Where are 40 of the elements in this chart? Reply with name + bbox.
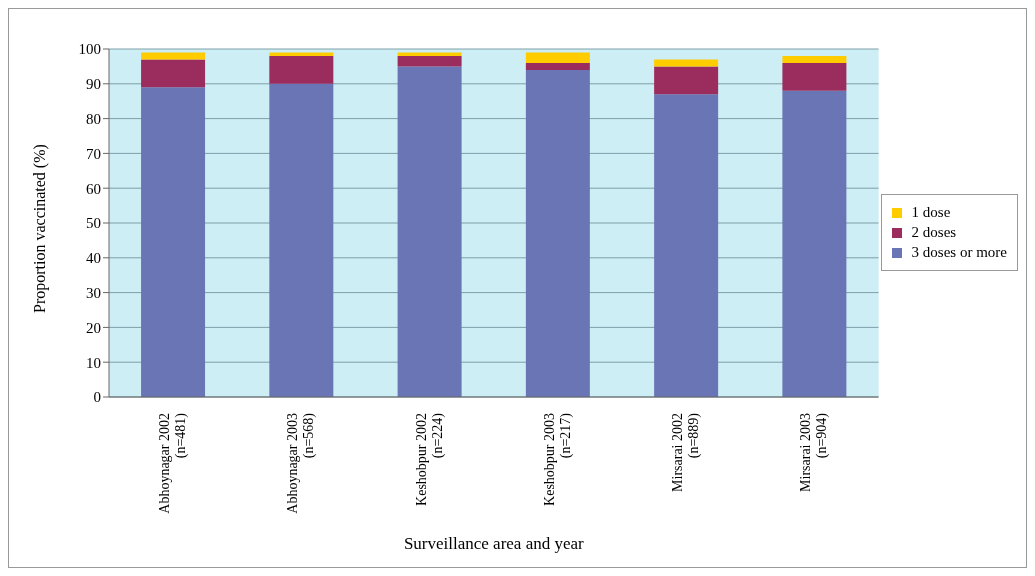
- x-axis-title: Surveillance area and year: [403, 534, 585, 553]
- x-tick-label: Abhoynagar 2003 (n=568): [285, 412, 318, 514]
- bar: [269, 83, 334, 397]
- bar: [525, 69, 590, 397]
- y-tick-label: 80: [86, 110, 101, 127]
- bar: [141, 59, 206, 88]
- legend-label: 2 doses: [911, 224, 957, 241]
- y-tick-label: 10: [86, 354, 101, 371]
- y-tick-label: 100: [78, 41, 101, 58]
- legend-label: 3 doses or more: [911, 244, 1007, 261]
- x-tick-label: Mirsarai 2003 (n=904): [798, 412, 831, 492]
- bar: [269, 52, 334, 56]
- bar: [269, 55, 334, 84]
- y-tick-label: 40: [86, 250, 101, 267]
- y-tick-label: 0: [93, 389, 101, 406]
- bar: [525, 52, 590, 63]
- bar: [654, 94, 719, 397]
- bar: [141, 52, 206, 60]
- y-tick-label: 30: [86, 284, 101, 301]
- bar: [525, 62, 590, 70]
- x-tick-label: Mirsarai 2002 (n=889): [670, 412, 703, 492]
- y-tick-label: 60: [86, 180, 101, 197]
- x-tick-label: Abhoynagar 2002 (n=481): [157, 412, 190, 514]
- bar: [782, 55, 847, 63]
- legend-label: 1 dose: [911, 204, 951, 221]
- bar: [397, 66, 462, 397]
- bar: [141, 87, 206, 397]
- bar: [397, 52, 462, 56]
- y-tick-label: 70: [86, 145, 101, 162]
- y-tick-label: 50: [86, 215, 101, 232]
- y-axis-title: Proportion vaccinated (%): [30, 144, 49, 313]
- bar: [397, 55, 462, 67]
- bar: [654, 59, 719, 67]
- bar: [782, 62, 847, 91]
- bar: [654, 66, 719, 95]
- bar: [782, 90, 847, 397]
- x-tick-label: Keshobpur 2002 (n=224): [413, 412, 446, 506]
- x-tick-label: Keshobpur 2003 (n=217): [541, 412, 574, 506]
- y-tick-label: 90: [86, 76, 101, 93]
- y-tick-label: 20: [86, 319, 101, 336]
